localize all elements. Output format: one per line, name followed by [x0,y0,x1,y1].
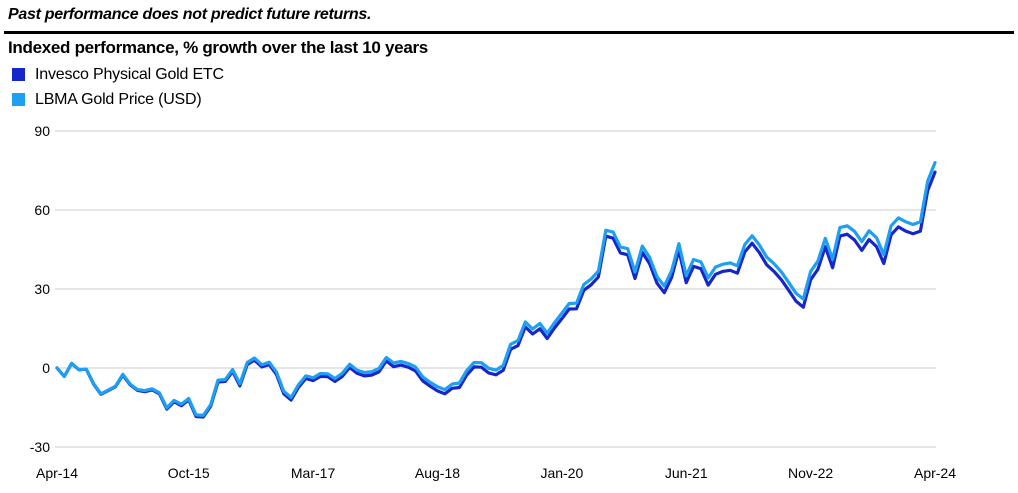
legend-label-invesco: Invesco Physical Gold ETC [35,65,224,83]
series-line-invesco-physical-gold-etc [55,170,937,419]
y-axis-label-60: 60 [34,202,50,218]
legend-item-lbma: LBMA Gold Price (USD) [12,87,224,112]
x-axis-label-Aug-18: Aug-18 [415,465,460,481]
x-axis-label-Mar-17: Mar-17 [291,465,336,481]
y-axis-label-30: 30 [34,281,50,297]
x-axis-label-Jun-21: Jun-21 [665,465,708,481]
x-axis-label-Nov-22: Nov-22 [788,465,833,481]
chart-title: Indexed performance, % growth over the l… [8,38,428,57]
series-line-lbma-gold-price-usd- [55,161,937,417]
legend-label-lbma: LBMA Gold Price (USD) [35,90,202,108]
lbma-series-swatch [12,93,25,106]
x-axis-label-Oct-15: Oct-15 [168,465,210,481]
legend: Invesco Physical Gold ETC LBMA Gold Pric… [12,62,224,112]
x-axis-label-Jan-20: Jan-20 [540,465,583,481]
x-axis-label-Apr-14: Apr-14 [36,465,78,481]
disclaimer-text: Past performance does not predict future… [8,6,372,23]
legend-item-invesco: Invesco Physical Gold ETC [12,62,224,87]
y-axis-label-0: 0 [42,360,50,376]
y-axis-label-90: 90 [34,123,50,139]
y-axis-label--30: -30 [30,439,50,455]
invesco-series-swatch [12,68,25,81]
x-axis-label-Apr-24: Apr-24 [914,465,956,481]
divider-rule [4,31,1014,34]
